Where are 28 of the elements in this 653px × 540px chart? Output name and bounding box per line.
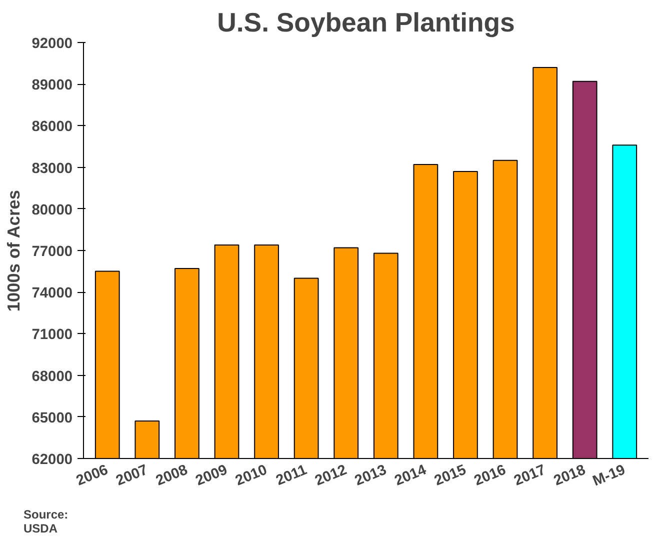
source-note: Source: USDA	[24, 508, 68, 536]
x-tick-label: 2008	[154, 462, 190, 490]
x-tick-label: 2010	[233, 462, 270, 490]
x-tick-label: 2014	[392, 462, 430, 490]
x-tick-label: 2013	[352, 462, 389, 490]
chart-title: U.S. Soybean Plantings	[217, 8, 515, 38]
x-tick-label: 2012	[312, 462, 350, 490]
x-tick-label: 2009	[194, 462, 230, 490]
y-axis-title: 1000s of Acres	[4, 190, 24, 312]
y-tick-label: 77000	[32, 244, 73, 260]
y-tick-label: 68000	[32, 368, 73, 385]
y-tick-label: 86000	[32, 119, 73, 136]
x-tick-label: 2018	[552, 462, 588, 490]
y-tick-label: 89000	[32, 78, 73, 94]
x-tick-label: 2015	[432, 462, 469, 490]
x-tick-label: 2007	[114, 462, 150, 490]
x-tick-label: 2016	[472, 462, 508, 490]
y-tick-label: 74000	[32, 286, 73, 302]
y-tick-label: 62000	[32, 452, 73, 468]
x-tick-label: M-19	[590, 462, 628, 490]
x-tick-label: 2011	[274, 462, 310, 490]
x-tick-label: 2006	[74, 462, 110, 490]
y-tick-label: 80000	[32, 202, 73, 218]
y-tick-label: 92000	[32, 36, 73, 52]
y-tick-label: 65000	[32, 410, 73, 426]
y-tick-label: 83000	[32, 160, 73, 177]
x-tick-label: 2017	[512, 462, 548, 490]
y-tick-label: 71000	[32, 327, 73, 344]
